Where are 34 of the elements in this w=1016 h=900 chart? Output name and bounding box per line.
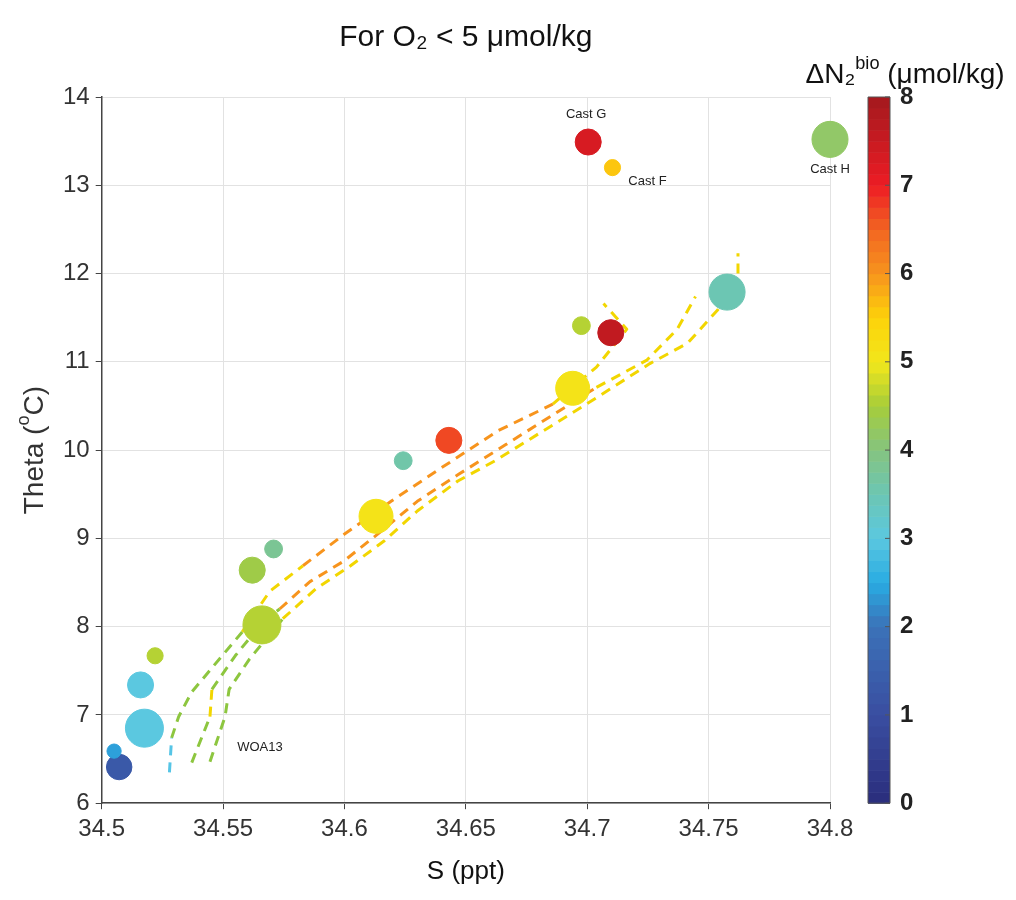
x-tick-label: 34.75 bbox=[678, 814, 739, 842]
color-bar-label: 5 bbox=[900, 346, 914, 374]
y-tick-label: 9 bbox=[76, 523, 90, 550]
y-tick-label: 14 bbox=[62, 81, 90, 109]
y-tick-label: 8 bbox=[76, 611, 90, 639]
annotation: Cast G bbox=[565, 105, 607, 121]
y-tick-label: 12 bbox=[62, 258, 90, 286]
chart-title: For O₂ < 5 μmol/kg bbox=[339, 19, 593, 53]
color-bar-label: 2 bbox=[900, 611, 914, 639]
x-tick-label: 34.55 bbox=[193, 814, 254, 842]
annotation: Cast H bbox=[810, 160, 850, 176]
x-tick-label: 34.6 bbox=[321, 814, 368, 842]
line-series bbox=[301, 402, 555, 568]
annotation: WOA13 bbox=[237, 739, 283, 755]
y-axis-title: Theta (oC) bbox=[13, 385, 49, 515]
y-tick-label: 10 bbox=[62, 434, 90, 462]
y-tick-label: 7 bbox=[76, 699, 90, 727]
color-bar-label: 6 bbox=[900, 258, 914, 286]
x-tick-label: 34.8 bbox=[806, 814, 854, 842]
x-tick-label: 34.7 bbox=[563, 814, 611, 842]
line-series bbox=[594, 295, 698, 389]
x-tick-label: 34.65 bbox=[435, 814, 496, 842]
color-bar-label: 4 bbox=[900, 434, 914, 462]
color-bar-label: 7 bbox=[900, 169, 914, 197]
y-tick-label: 6 bbox=[76, 787, 90, 815]
color-bar-label: 0 bbox=[900, 787, 914, 815]
color-bar-label: 3 bbox=[900, 523, 914, 550]
x-tick-label: 34.5 bbox=[78, 814, 126, 842]
color-bar-label: 1 bbox=[900, 699, 914, 727]
x-axis-title: S (ppt) bbox=[426, 855, 505, 886]
line-series bbox=[551, 302, 629, 406]
y-tick-label: 13 bbox=[62, 169, 90, 197]
y-tick-label: 11 bbox=[64, 346, 90, 374]
annotation: Cast F bbox=[628, 173, 667, 189]
